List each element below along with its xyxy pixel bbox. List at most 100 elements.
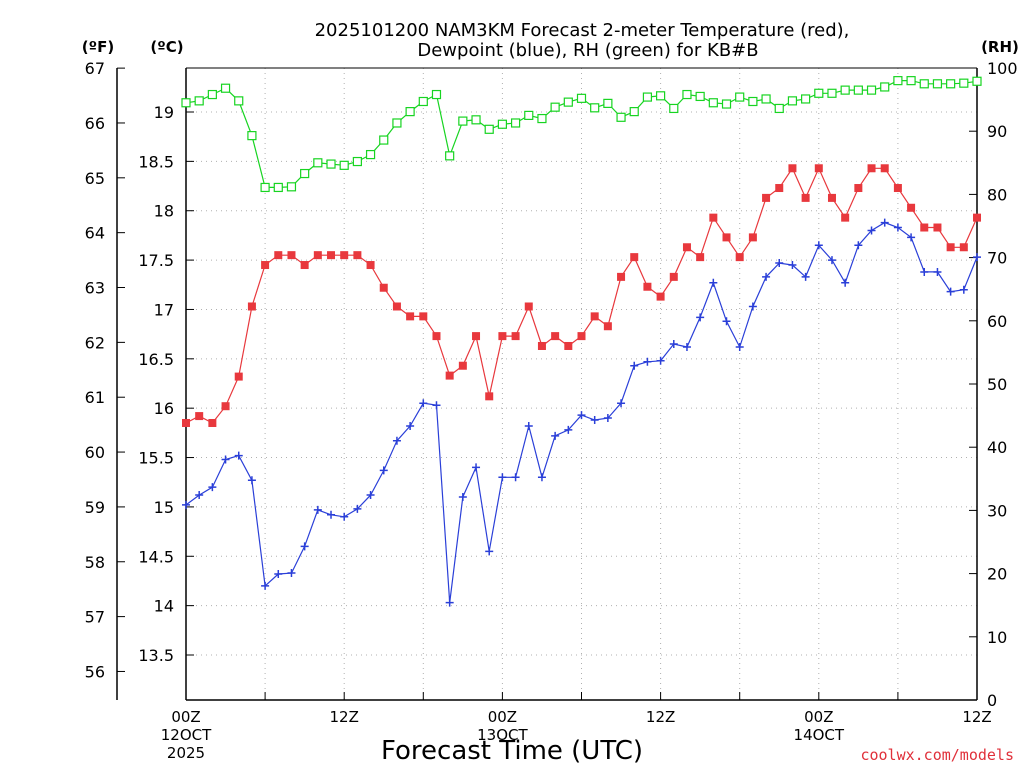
fahrenheit-tick-label: 56 (85, 662, 105, 681)
dewpoint-point (432, 401, 441, 410)
celsius-tick-label: 18 (154, 202, 174, 221)
dewpoint-point (682, 342, 691, 351)
dewpoint-point (748, 302, 757, 311)
credit-text: coolwx.com/models (860, 746, 1014, 764)
rh-point (774, 103, 784, 114)
rh-point (537, 113, 547, 124)
rh-point (655, 91, 666, 101)
rh-point (273, 182, 283, 193)
dewpoint-point (340, 512, 349, 521)
temperature-point (959, 243, 968, 252)
temperature-point (392, 302, 401, 311)
rh-point (893, 76, 903, 86)
fahrenheit-tick-label: 60 (85, 443, 105, 462)
rh-point (379, 135, 389, 145)
dewpoint-point (696, 313, 705, 322)
dewpoint-point (603, 414, 612, 423)
dewpoint-point (867, 226, 876, 235)
temperature-point (801, 193, 810, 202)
dewpoint-point (814, 241, 823, 250)
celsius-tick-label: 13.5 (138, 646, 174, 665)
dewpoint-point (419, 399, 428, 408)
dewpoint-point (274, 570, 283, 579)
dewpoint-point (722, 317, 731, 326)
temperature-point (208, 418, 217, 427)
fahrenheit-unit-label: (ºF) (82, 38, 114, 56)
dewpoint-point (630, 361, 639, 370)
rh-point (497, 119, 507, 129)
chart-title-line2: Dewpoint (blue), RH (green) for KB#B (417, 40, 758, 61)
temperature-point (234, 372, 243, 381)
dewpoint-point (261, 581, 270, 590)
celsius-tick-label: 19 (154, 103, 174, 122)
temperature-point (406, 312, 415, 321)
rh-point (761, 94, 771, 104)
rh-point (866, 85, 877, 95)
temperature-point (313, 251, 322, 260)
temperature-line (185, 166, 978, 424)
temperature-point (274, 251, 283, 260)
rh-point (365, 149, 376, 160)
dewpoint-point (234, 451, 243, 460)
dewpoint-point (959, 285, 968, 294)
rh-point (286, 182, 297, 192)
fahrenheit-tick-label: 65 (85, 169, 105, 188)
rh-point (919, 79, 929, 89)
dewpoint-point (366, 491, 375, 500)
dewpoint-point (445, 598, 454, 607)
rh-point (735, 92, 745, 102)
dewpoint-point (946, 287, 955, 296)
x-tick-label: 13OCT (477, 726, 528, 744)
x-tick-label: 12Z (646, 708, 675, 726)
dewpoint-point (590, 416, 599, 425)
dewpoint-point (854, 241, 863, 250)
rh-point (972, 76, 982, 86)
temperature-point (590, 312, 599, 321)
temperature-point (867, 164, 876, 173)
rh-point (906, 76, 916, 86)
dewpoint-point (458, 493, 467, 502)
dewpoint-point (801, 272, 810, 281)
dewpoint-point (827, 256, 836, 265)
rh-tick-label: 80 (987, 185, 1007, 204)
temperature-point (221, 402, 230, 411)
dewpoint-point (300, 542, 309, 551)
rh-point (840, 85, 850, 95)
rh-point (708, 98, 718, 108)
temperature-point (854, 184, 863, 193)
dewpoint-point (577, 411, 586, 420)
rh-point (721, 99, 732, 109)
dewpoint-point (313, 505, 322, 514)
x-tick-label: 12Z (962, 708, 991, 726)
rh-point (629, 107, 639, 117)
temperature-point (511, 332, 520, 341)
temperature-point (524, 302, 533, 311)
rh-point (458, 116, 468, 126)
temperature-point (432, 332, 441, 341)
temperature-point (247, 302, 256, 311)
rh-point (181, 98, 191, 108)
rh-point (471, 115, 481, 125)
x-tick-label: 2025 (167, 744, 205, 762)
temperature-point (564, 341, 573, 350)
rh-tick-label: 60 (987, 312, 1007, 331)
fahrenheit-tick-label: 63 (85, 279, 105, 298)
rh-point (431, 89, 442, 100)
rh-point (880, 82, 890, 92)
rh-point (445, 151, 455, 161)
rh-point (576, 93, 587, 103)
rh-point (234, 96, 244, 106)
dewpoint-point (669, 340, 678, 349)
rh-tick-label: 70 (987, 249, 1007, 268)
temperature-point (696, 253, 705, 262)
x-tick-label: 00Z (171, 708, 200, 726)
dewpoint-point (498, 473, 507, 482)
chart-title-line1: 2025101200 NAM3KM Forecast 2-meter Tempe… (315, 20, 850, 41)
rh-tick-label: 90 (987, 122, 1007, 141)
rh-point (326, 159, 336, 169)
fahrenheit-tick-label: 66 (85, 114, 105, 133)
fahrenheit-tick-label: 67 (85, 59, 105, 78)
x-tick-label: 00Z (488, 708, 517, 726)
temperature-point (669, 272, 678, 281)
temperature-point (788, 164, 797, 173)
